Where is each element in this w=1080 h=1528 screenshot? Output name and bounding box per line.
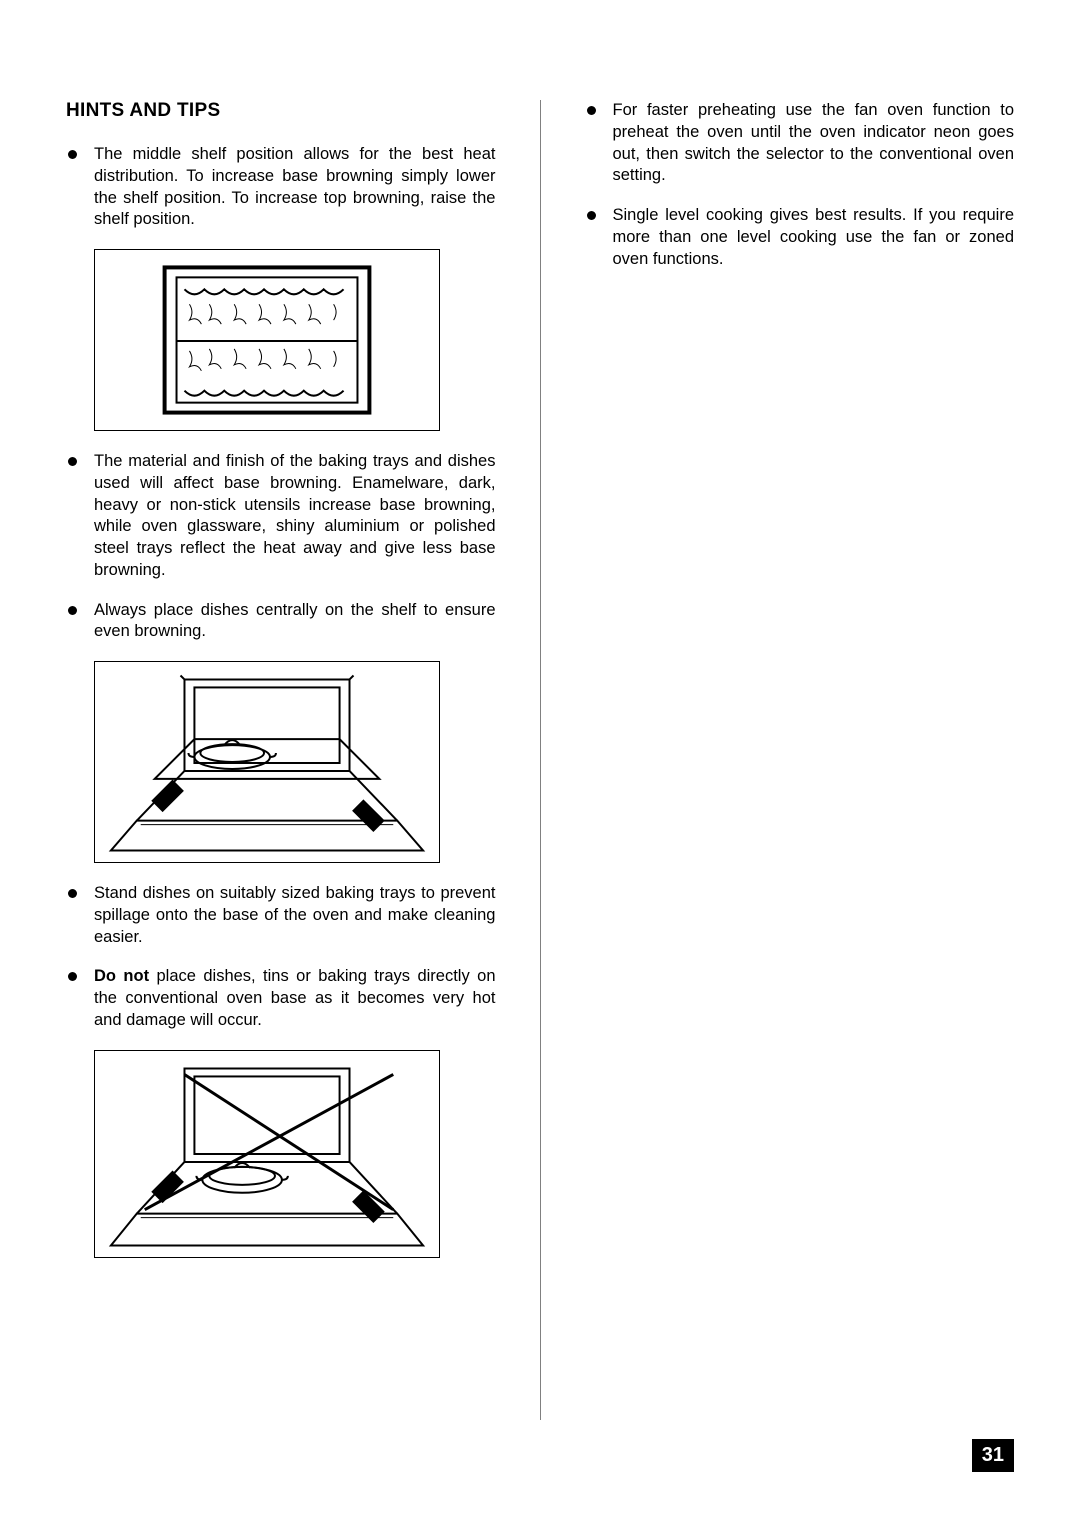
- hints-list-left: The middle shelf position allows for the…: [66, 144, 496, 231]
- right-column: For faster preheating use the fan oven f…: [585, 100, 1015, 1420]
- figure-oven-heat-elements: [94, 249, 440, 431]
- two-column-layout: HINTS AND TIPS The middle shelf position…: [66, 100, 1014, 1420]
- figure-do-not-base: [94, 1050, 440, 1258]
- hint-item: For faster preheating use the fan oven f…: [585, 100, 1015, 187]
- hints-list-left-3: Stand dishes on suitably sized baking tr…: [66, 883, 496, 1032]
- hint-item: Do not place dishes, tins or baking tray…: [66, 966, 496, 1031]
- hint-item: Single level cooking gives best results.…: [585, 205, 1015, 270]
- hint-item: The material and finish of the baking tr…: [66, 451, 496, 582]
- hint-item: The middle shelf position allows for the…: [66, 144, 496, 231]
- hints-list-left-2: The material and finish of the baking tr…: [66, 451, 496, 643]
- section-heading: HINTS AND TIPS: [66, 100, 496, 122]
- figure-dish-centered: [94, 661, 440, 863]
- page-number: 31: [972, 1439, 1014, 1472]
- do-not-bold: Do not: [94, 967, 149, 985]
- column-divider: [540, 100, 541, 1420]
- left-column: HINTS AND TIPS The middle shelf position…: [66, 100, 496, 1420]
- hint-item: Stand dishes on suitably sized baking tr…: [66, 883, 496, 948]
- hints-list-right: For faster preheating use the fan oven f…: [585, 100, 1015, 270]
- hint-item: Always place dishes centrally on the she…: [66, 600, 496, 644]
- hint-text-rest: place dishes, tins or baking trays direc…: [94, 967, 496, 1029]
